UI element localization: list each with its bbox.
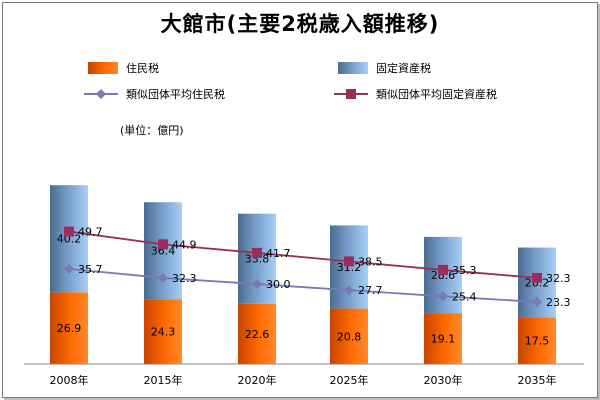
bar-resident-tax — [50, 292, 88, 364]
bar-label-resident-tax: 19.1 — [431, 333, 456, 346]
bar-label-resident-tax: 26.9 — [57, 322, 82, 335]
legend-marker-square — [346, 89, 356, 99]
x-axis: 2008年 2015年 2020年 2025年 2030年 2035年 — [24, 363, 584, 387]
line-point-diamond — [532, 296, 542, 307]
bar-label-fixed-asset-tax: 28.6 — [431, 269, 456, 282]
x-tick-label: 2025年 — [330, 373, 369, 387]
line-point-diamond — [344, 285, 354, 296]
x-tick-label: 2030年 — [424, 373, 463, 387]
legend-label: 類似団体平均固定資産税 — [376, 87, 497, 101]
line-data-label: 25.4 — [452, 290, 477, 303]
line-point-square — [252, 247, 262, 258]
bar-resident-tax — [144, 299, 182, 364]
bar-fixed-asset-tax — [144, 202, 182, 300]
bar-resident-tax — [424, 313, 462, 364]
bar-label-resident-tax: 22.6 — [245, 328, 270, 341]
chart-title: 大館市(主要2税歳入額推移) — [160, 12, 440, 36]
line-point-diamond — [438, 291, 448, 302]
bar-label-resident-tax: 20.8 — [337, 330, 362, 343]
legend-swatch — [338, 62, 368, 74]
line-point-square — [344, 256, 354, 267]
line-data-label: 49.7 — [78, 226, 103, 239]
legend-label: 住民税 — [126, 61, 159, 75]
bar-label-fixed-asset-tax: 31.2 — [337, 261, 362, 274]
legend-label: 固定資産税 — [376, 61, 431, 75]
bar-label-fixed-asset-tax: 33.8 — [245, 253, 270, 266]
bar-resident-tax — [518, 317, 556, 364]
line-point-square — [158, 239, 168, 250]
line-data-label: 27.7 — [358, 284, 383, 297]
line-data-label: 41.7 — [266, 247, 291, 260]
x-tick-label: 2035年 — [518, 373, 557, 387]
bar-label-fixed-asset-tax: 40.2 — [57, 233, 82, 246]
line-point-diamond — [158, 272, 168, 283]
legend-marker-diamond — [96, 89, 106, 99]
line-data-label: 35.7 — [78, 263, 103, 276]
line-data-label: 23.3 — [546, 296, 571, 309]
bar-resident-tax — [238, 303, 276, 364]
line-point-square — [64, 226, 74, 237]
line-series — [68, 230, 538, 279]
lines: 49.7 44.9 41.7 38.5 35.3 32.3 35.7 32.3 30.0 27.7… — [64, 226, 571, 309]
line-point-square — [532, 272, 542, 283]
legend-swatch — [88, 62, 118, 74]
bar-label-fixed-asset-tax: 26.2 — [525, 276, 550, 289]
line-data-label: 32.3 — [172, 272, 197, 285]
bar-label-fixed-asset-tax: 36.4 — [151, 245, 176, 258]
x-tick-label: 2015年 — [144, 373, 183, 387]
x-tick-label: 2008年 — [50, 373, 89, 387]
line-point-diamond — [252, 279, 262, 290]
line-data-label: 44.9 — [172, 238, 197, 251]
line-series — [68, 267, 538, 303]
bar-fixed-asset-tax — [50, 185, 88, 293]
legend-label: 類似団体平均住民税 — [126, 87, 225, 101]
line-point-square — [438, 264, 448, 275]
bar-resident-tax — [330, 308, 368, 364]
x-tick-label: 2020年 — [238, 373, 277, 387]
line-data-label: 35.3 — [452, 264, 477, 277]
bar-label-resident-tax: 17.5 — [525, 335, 550, 348]
line-point-diamond — [64, 263, 74, 274]
line-data-label: 32.3 — [546, 272, 571, 285]
line-data-label: 38.5 — [358, 255, 383, 268]
bar-label-resident-tax: 24.3 — [151, 326, 176, 339]
unit-label: (単位：億円) — [120, 124, 184, 137]
line-data-label: 30.0 — [266, 278, 291, 291]
